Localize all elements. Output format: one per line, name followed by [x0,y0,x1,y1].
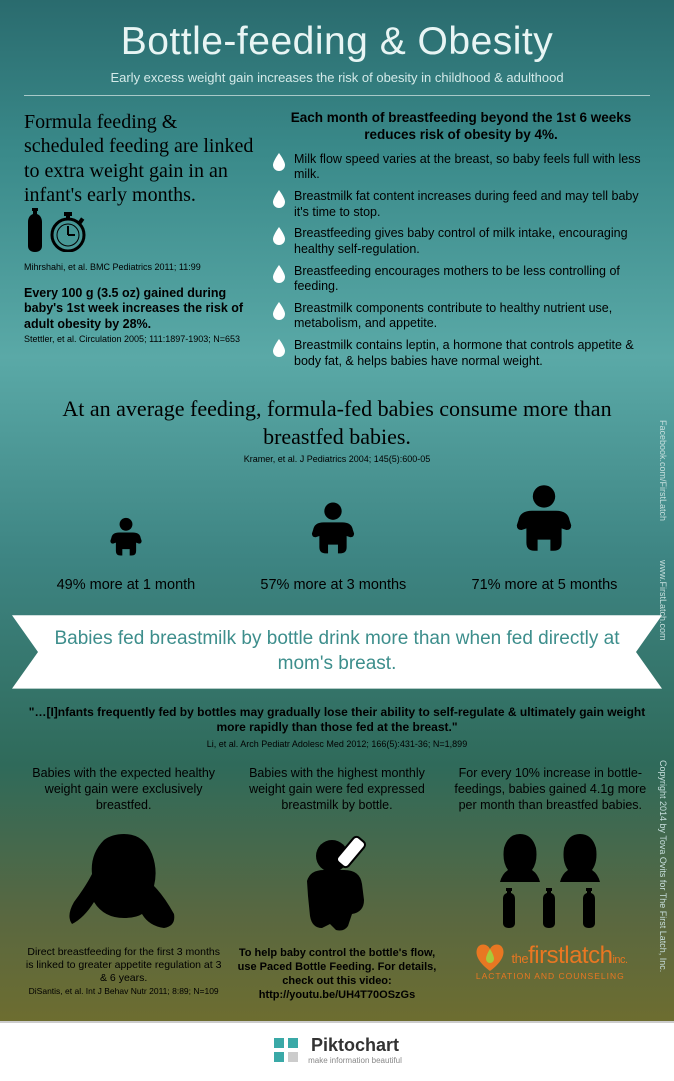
bullet-text: Breastmilk fat content increases during … [294,189,650,220]
baby-col-2: 57% more at 3 months [260,500,406,593]
bullet-item: Breastfeeding gives baby control of milk… [272,226,650,257]
firstlatch-logo: thefirstlatchinc. LACTATION AND COUNSELI… [451,942,650,982]
left-cite-2: Stettler, et al. Circulation 2005; 111:1… [24,334,254,344]
ribbon-banner: Babies fed breastmilk by bottle drink mo… [12,615,662,688]
logo-sub: LACTATION AND COUNSELING [451,971,650,981]
bullet-item: Breastmilk contains leptin, a hormone th… [272,338,650,369]
side-facebook: Facebook.com/FirstLatch [658,420,668,521]
baby-icon [302,500,364,562]
page-subtitle: Early excess weight gain increases the r… [24,70,650,85]
heart-drop-icon [473,943,507,973]
stopwatch-icon [50,212,86,252]
bottle-stopwatch-icons [24,208,86,252]
logo-suffix: inc. [612,954,627,966]
section-1-right: Each month of breastfeeding beyond the 1… [272,110,650,375]
quote-text: "…[I]nfants frequently fed by bottles ma… [24,705,650,736]
side-website: www.FirstLatch.com [658,560,668,641]
section-3-col-1: Babies with the expected healthy weight … [24,765,223,1003]
bullet-text: Breastfeeding gives baby control of milk… [294,226,650,257]
right-heading: Each month of breastfeeding beyond the 1… [272,110,650,144]
left-cite-1: Mihrshahi, et al. BMC Pediatrics 2011; 1… [24,262,254,272]
bullet-list: Milk flow speed varies at the breast, so… [272,152,650,370]
divider [24,95,650,96]
drop-icon [272,153,286,171]
footer-tagline: make information beautiful [308,1056,402,1065]
faces-bottles-icon [451,826,650,936]
baby-col-3: 71% more at 5 months [472,482,618,593]
drop-icon [272,302,286,320]
logo-name: firstlatch [528,942,612,969]
baby-icon [504,482,584,562]
baby-label: 49% more at 1 month [57,577,196,593]
section-3-col-3: For every 10% increase in bottle-feeding… [451,765,650,1003]
left-bold-text: Every 100 g (3.5 oz) gained during baby'… [24,286,254,333]
col-text: Babies with the highest monthly weight g… [237,765,436,814]
drop-icon [272,190,286,208]
baby-row: 49% more at 1 month 57% more at 3 months… [24,482,650,593]
infographic-main: Bottle-feeding & Obesity Early excess we… [0,0,674,1021]
col-bottom: Direct breastfeeding for the first 3 mon… [24,946,223,985]
footer: Piktochart make information beautiful [0,1021,674,1081]
drop-icon [272,265,286,283]
col-cite: DiSantis, et al. Int J Behav Nutr 2011; … [24,986,223,996]
bullet-text: Breastmilk contains leptin, a hormone th… [294,338,650,369]
section-3: Babies with the expected healthy weight … [24,765,650,1003]
bullet-text: Breastmilk components contribute to heal… [294,301,650,332]
drop-icon [272,339,286,357]
col-text: For every 10% increase in bottle-feeding… [451,765,650,814]
drop-icon [272,227,286,245]
baby-col-1: 49% more at 1 month [57,516,196,593]
silhouette-woman-icon [24,826,223,936]
section-2: At an average feeding, formula-fed babie… [24,395,650,593]
baby-label: 57% more at 3 months [260,577,406,593]
bullet-item: Breastmilk components contribute to heal… [272,301,650,332]
quote-cite: Li, et al. Arch Pediatr Adolesc Med 2012… [24,739,650,749]
left-heading: Formula feeding & scheduled feeding are … [24,110,254,252]
col-bold: To help baby control the bottle's flow, … [237,946,436,1003]
piktochart-icon [272,1036,300,1064]
section-3-col-2: Babies with the highest monthly weight g… [237,765,436,1003]
col-text: Babies with the expected healthy weight … [24,765,223,814]
bullet-item: Milk flow speed varies at the breast, so… [272,152,650,183]
section-2-title: At an average feeding, formula-fed babie… [24,395,650,450]
baby-icon [103,516,149,562]
bullet-text: Breastfeeding encourages mothers to be l… [294,264,650,295]
section-2-cite: Kramer, et al. J Pediatrics 2004; 145(5)… [24,454,650,464]
ribbon-text: Babies fed breastmilk by bottle drink mo… [46,627,628,676]
side-copyright: Copyright 2014 by Tova Ovits for The Fir… [658,760,668,972]
bullet-item: Breastfeeding encourages mothers to be l… [272,264,650,295]
bullet-item: Breastmilk fat content increases during … [272,189,650,220]
section-1: Formula feeding & scheduled feeding are … [24,110,650,375]
footer-inner: Piktochart make information beautiful [272,1035,402,1065]
section-1-left: Formula feeding & scheduled feeding are … [24,110,254,375]
baby-bottle-icon [237,826,436,936]
baby-label: 71% more at 5 months [472,577,618,593]
bullet-text: Milk flow speed varies at the breast, so… [294,152,650,183]
bottle-icon [24,208,46,252]
logo-pre: the [512,951,529,966]
left-heading-text: Formula feeding & scheduled feeding are … [24,111,253,206]
page-title: Bottle-feeding & Obesity [24,20,650,64]
logo-text: thefirstlatchinc. [512,942,628,969]
footer-brand: Piktochart [308,1035,402,1056]
